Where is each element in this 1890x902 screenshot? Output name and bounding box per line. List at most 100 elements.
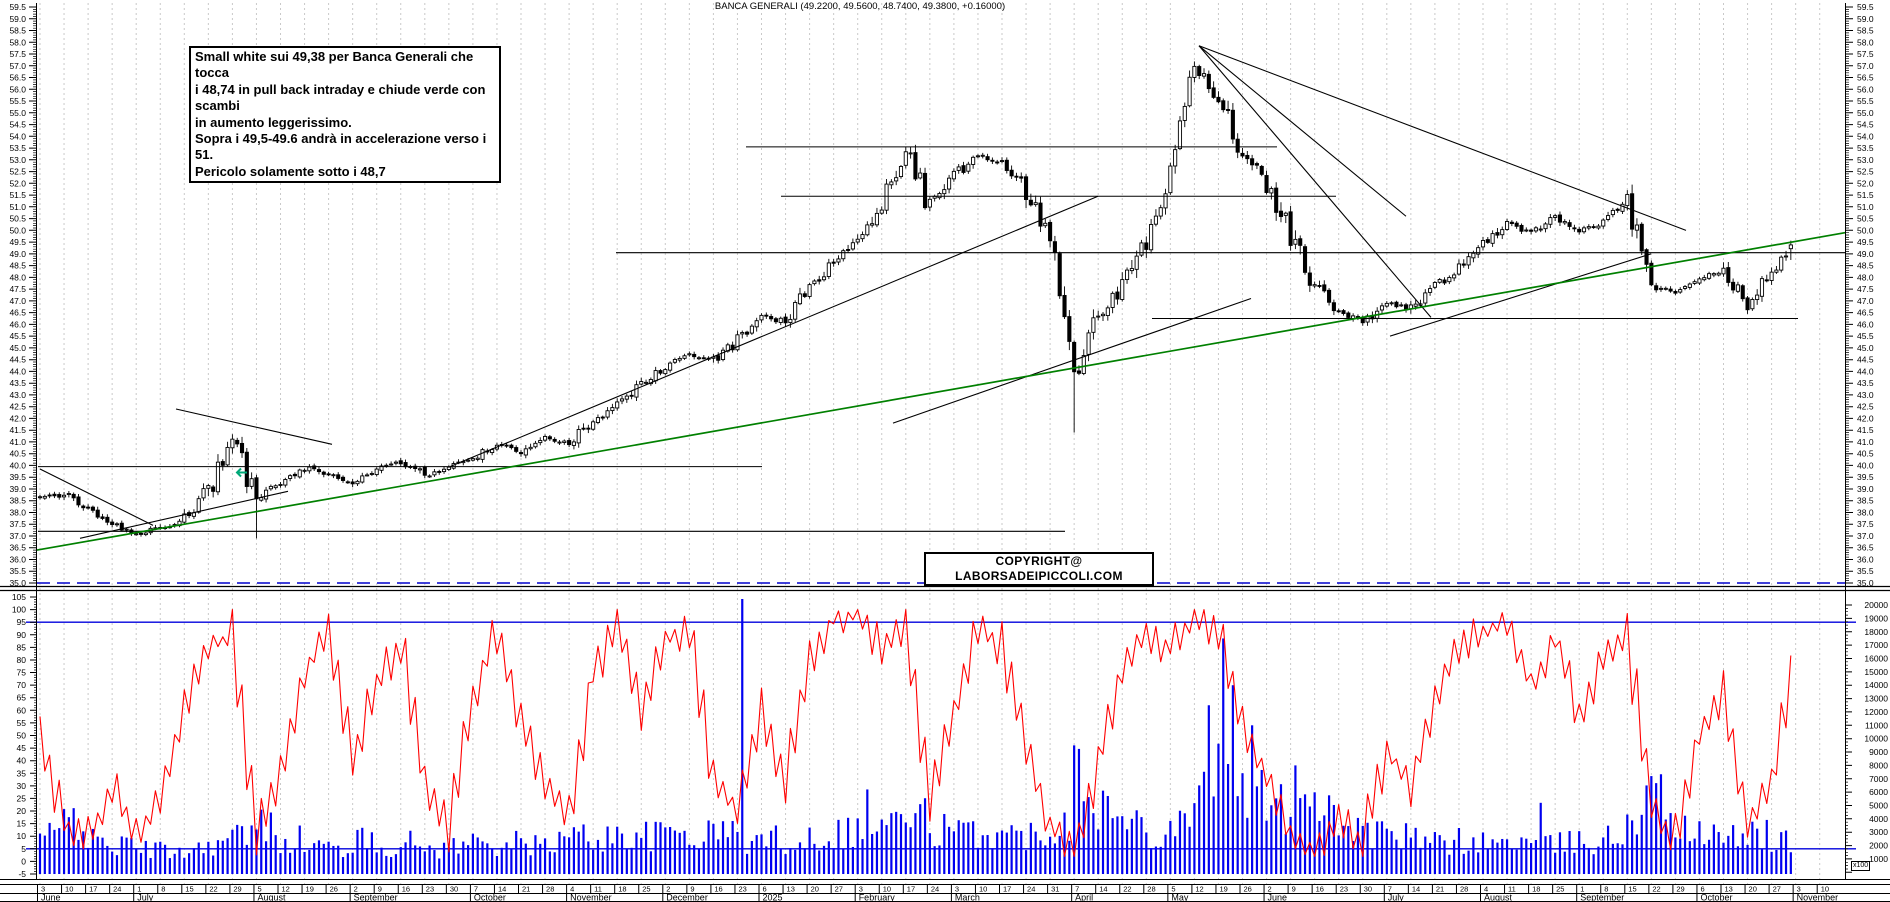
svg-text:15: 15 [185,885,193,894]
svg-text:23: 23 [1340,885,1348,894]
svg-text:59.0: 59.0 [9,14,26,24]
svg-text:55.5: 55.5 [9,96,26,106]
annotation-line: i 48,74 in pull back intraday e chiude v… [195,81,486,114]
svg-text:37.5: 37.5 [1857,519,1874,529]
svg-text:55.0: 55.0 [1857,108,1874,118]
svg-text:3: 3 [859,885,863,894]
svg-text:36.0: 36.0 [9,554,26,564]
svg-text:11: 11 [1508,885,1516,894]
svg-text:25: 25 [17,793,27,803]
svg-text:8: 8 [1604,885,1608,894]
svg-text:40: 40 [17,756,27,766]
svg-text:22: 22 [209,885,217,894]
svg-text:39.5: 39.5 [1857,472,1874,482]
svg-text:22: 22 [1652,885,1660,894]
svg-text:November: November [570,893,612,902]
svg-text:36.5: 36.5 [1857,543,1874,553]
svg-text:56.0: 56.0 [1857,84,1874,94]
svg-text:50.5: 50.5 [1857,214,1874,224]
svg-text:58.0: 58.0 [1857,37,1874,47]
svg-text:51.0: 51.0 [9,202,26,212]
svg-text:1: 1 [137,885,141,894]
svg-text:55.0: 55.0 [9,108,26,118]
svg-text:48.5: 48.5 [1857,261,1874,271]
svg-text:50.5: 50.5 [9,214,26,224]
svg-text:50: 50 [17,730,27,740]
svg-text:June: June [41,893,61,902]
svg-text:38.0: 38.0 [1857,507,1874,517]
svg-text:10: 10 [65,885,73,894]
svg-text:30: 30 [1364,885,1372,894]
svg-text:39.5: 39.5 [9,472,26,482]
svg-text:35.0: 35.0 [1857,578,1874,588]
svg-text:2: 2 [1268,885,1272,894]
svg-text:41.5: 41.5 [1857,425,1874,435]
svg-text:10000: 10000 [1864,734,1888,744]
svg-text:42.0: 42.0 [1857,413,1874,423]
svg-text:40.5: 40.5 [9,449,26,459]
svg-text:18000: 18000 [1864,627,1888,637]
svg-text:March: March [955,893,980,902]
svg-text:3: 3 [1797,885,1801,894]
svg-text:10: 10 [17,831,27,841]
svg-text:46.5: 46.5 [1857,308,1874,318]
svg-text:9: 9 [690,885,694,894]
svg-text:35.5: 35.5 [9,566,26,576]
svg-text:August: August [1484,893,1513,902]
svg-text:41.5: 41.5 [9,425,26,435]
svg-text:9: 9 [378,885,382,894]
svg-text:43.0: 43.0 [9,390,26,400]
stochastic-line [39,609,1792,857]
svg-text:57.5: 57.5 [1857,49,1874,59]
svg-text:48.0: 48.0 [9,272,26,282]
svg-text:February: February [859,893,896,902]
reference-lines [26,582,1856,850]
svg-text:14: 14 [1099,885,1107,894]
price-axis: 59.5 59.559.0 59.058.5 58.558.0 58.057.5 57.5… [9,2,1873,588]
svg-text:44.0: 44.0 [1857,366,1874,376]
svg-text:52.5: 52.5 [1857,167,1874,177]
svg-text:56.0: 56.0 [9,84,26,94]
svg-text:50.0: 50.0 [9,225,26,235]
svg-text:37.0: 37.0 [1857,531,1874,541]
svg-text:51.5: 51.5 [1857,190,1874,200]
svg-text:49.0: 49.0 [1857,249,1874,259]
svg-text:38.5: 38.5 [9,496,26,506]
svg-text:1000: 1000 [1869,854,1888,864]
svg-text:105: 105 [12,592,26,602]
svg-text:58.5: 58.5 [1857,26,1874,36]
svg-text:September: September [1580,893,1624,902]
svg-text:45: 45 [17,743,27,753]
svg-text:35.0: 35.0 [9,578,26,588]
svg-text:95: 95 [17,617,27,627]
svg-text:16000: 16000 [1864,653,1888,663]
svg-text:-5: -5 [18,869,26,879]
svg-text:55: 55 [17,718,27,728]
svg-text:20000: 20000 [1864,600,1888,610]
svg-text:4: 4 [570,885,574,894]
stochastic-axis: 1051009590858075706560555045403530252015… [12,592,37,879]
svg-text:7000: 7000 [1869,774,1888,784]
svg-text:19: 19 [1219,885,1227,894]
svg-text:20: 20 [1749,885,1757,894]
svg-text:56.5: 56.5 [1857,73,1874,83]
svg-text:13: 13 [1725,885,1733,894]
svg-text:25: 25 [642,885,650,894]
svg-text:46.0: 46.0 [1857,319,1874,329]
svg-text:June: June [1268,893,1288,902]
svg-text:2000: 2000 [1869,841,1888,851]
svg-text:43.5: 43.5 [9,378,26,388]
svg-text:57.0: 57.0 [9,61,26,71]
svg-text:July: July [1388,893,1405,902]
svg-text:20: 20 [17,806,27,816]
svg-text:10: 10 [1821,885,1829,894]
svg-text:30: 30 [17,781,27,791]
svg-text:41.0: 41.0 [1857,437,1874,447]
svg-text:28: 28 [1460,885,1468,894]
svg-text:54.5: 54.5 [1857,120,1874,130]
svg-text:May: May [1171,893,1189,902]
svg-text:57.5: 57.5 [9,49,26,59]
svg-text:50.0: 50.0 [1857,225,1874,235]
svg-text:8000: 8000 [1869,760,1888,770]
svg-text:47.5: 47.5 [9,284,26,294]
